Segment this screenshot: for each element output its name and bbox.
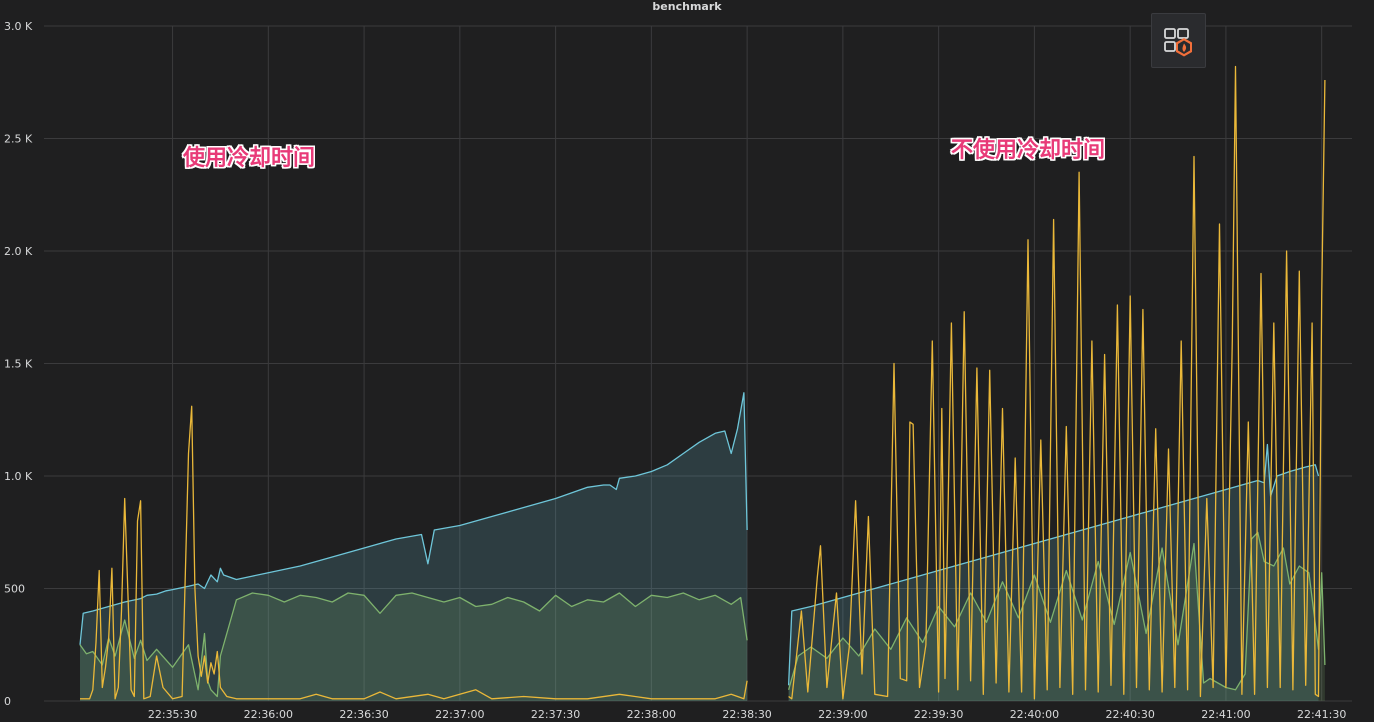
x-tick-label: 22:37:30 (531, 708, 580, 721)
series-yellow-line-1 (788, 65, 1326, 700)
panel-title[interactable]: benchmark (652, 0, 722, 13)
series-green-line-1 (787, 531, 1326, 691)
y-tick-label: 2.0 K (4, 245, 33, 258)
series-blue-area-0 (80, 392, 748, 701)
series-green-line-0 (79, 592, 748, 698)
y-tick-label: 1.5 K (4, 358, 33, 371)
y-tick-label: 0 (4, 695, 11, 708)
x-tick-label: 22:36:30 (339, 708, 388, 721)
x-tick-label: 22:38:00 (627, 708, 676, 721)
widgets-grid-icon (1164, 28, 1192, 57)
y-tick-label: 3.0 K (4, 20, 33, 33)
y-tick-label: 2.5 K (4, 133, 33, 146)
x-tick-label: 22:37:00 (435, 708, 484, 721)
series-lines (79, 65, 1326, 700)
y-tick-label: 500 (4, 583, 25, 596)
grid (44, 25, 1352, 702)
x-tick-label: 22:39:30 (914, 708, 963, 721)
x-tick-label: 22:40:30 (1105, 708, 1154, 721)
annotation-without-cooldown: 不使用冷却时间 (951, 138, 1106, 163)
x-tick-label: 22:40:00 (1010, 708, 1059, 721)
widgets-button[interactable] (1151, 13, 1206, 68)
x-tick-label: 22:38:30 (722, 708, 771, 721)
series-areas (80, 392, 1325, 701)
x-tick-label: 22:35:30 (148, 708, 197, 721)
annotation-with-cooldown: 使用冷却时间 (183, 146, 316, 171)
series-yellow-line-0 (80, 405, 748, 700)
x-tick-label: 22:41:00 (1201, 708, 1250, 721)
y-tick-label: 1.0 K (4, 470, 33, 483)
x-axis-ticks: 22:35:30 22:36:00 22:36:30 22:37:00 22:37:30… (148, 708, 1347, 721)
x-tick-label: 22:36:00 (244, 708, 293, 721)
series-blue-line-0 (79, 392, 748, 645)
series-green-area-1 (788, 532, 1325, 701)
x-tick-label: 22:41:30 (1297, 708, 1346, 721)
y-axis-ticks: 0 500 1.0 K 1.5 K 2.0 K 2.5 K 3.0 K (4, 20, 33, 708)
x-tick-label: 22:39:00 (818, 708, 867, 721)
series-green-area-0 (80, 593, 748, 701)
